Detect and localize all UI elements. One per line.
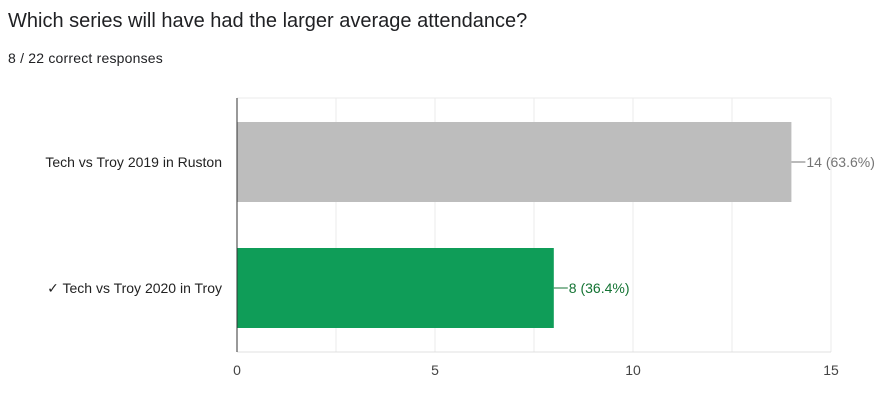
correct-responses-summary: 8 / 22 correct responses	[8, 50, 163, 66]
category-label-0: Tech vs Troy 2019 in Ruston	[45, 154, 222, 170]
bar-value-label-1: 8 (36.4%)	[569, 280, 630, 296]
chart-bars	[237, 122, 806, 328]
question-title: Which series will have had the larger av…	[8, 10, 528, 32]
bar-1	[237, 248, 554, 328]
x-tick-label: 10	[625, 362, 641, 378]
chart-labels: 14 (63.6%) Tech vs Troy 2019 in Ruston 8 (…	[45, 154, 875, 378]
x-tick-label: 5	[431, 362, 439, 378]
category-label-1: ✓ Tech vs Troy 2020 in Troy	[47, 280, 222, 296]
x-tick-label: 0	[233, 362, 241, 378]
bar-value-label-0: 14 (63.6%)	[806, 154, 874, 170]
x-tick-label: 15	[823, 362, 839, 378]
bar-0	[237, 122, 792, 202]
